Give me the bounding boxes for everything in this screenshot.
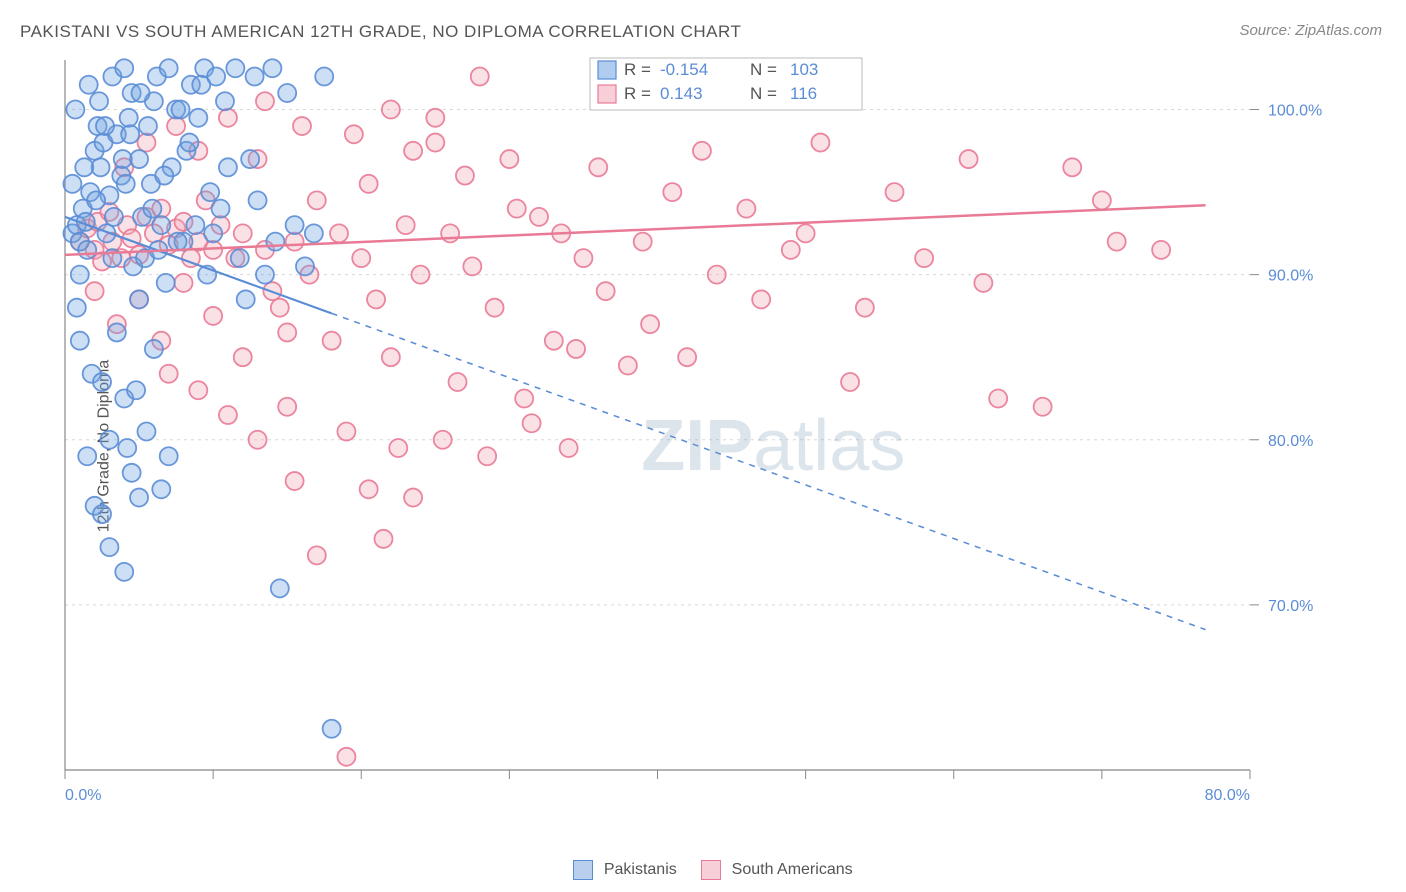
svg-text:70.0%: 70.0%: [1268, 598, 1313, 615]
svg-text:103: 103: [790, 60, 818, 79]
legend-swatch-pakistanis: [573, 860, 593, 880]
svg-text:N =: N =: [750, 60, 777, 79]
chart-source: Source: ZipAtlas.com: [1239, 22, 1382, 39]
svg-text:R =: R =: [624, 84, 651, 103]
scatter-chart-svg: 0.0% 80.0% 70.0% 80.0% 90.0% 100.0% R = -0.154 N…: [55, 55, 1335, 825]
svg-text:N =: N =: [750, 84, 777, 103]
svg-text:100.0%: 100.0%: [1268, 103, 1322, 120]
chart-plot-area: 0.0% 80.0% 70.0% 80.0% 90.0% 100.0% R = -0.154 N…: [55, 55, 1335, 825]
legend-label-pakistanis: Pakistanis: [604, 861, 677, 878]
bottom-legend: Pakistanis South Americans: [0, 860, 1406, 880]
svg-text:0.0%: 0.0%: [65, 787, 101, 804]
chart-title: PAKISTANI VS SOUTH AMERICAN 12TH GRADE, …: [20, 22, 741, 42]
svg-text:90.0%: 90.0%: [1268, 268, 1313, 285]
svg-text:-0.154: -0.154: [660, 60, 708, 79]
svg-text:80.0%: 80.0%: [1268, 433, 1313, 450]
svg-text:0.143: 0.143: [660, 84, 703, 103]
legend-label-south-americans: South Americans: [732, 861, 853, 878]
svg-text:R =: R =: [624, 60, 651, 79]
svg-text:116: 116: [790, 84, 817, 103]
svg-text:80.0%: 80.0%: [1205, 787, 1250, 804]
legend-swatch-south-americans: [701, 860, 721, 880]
